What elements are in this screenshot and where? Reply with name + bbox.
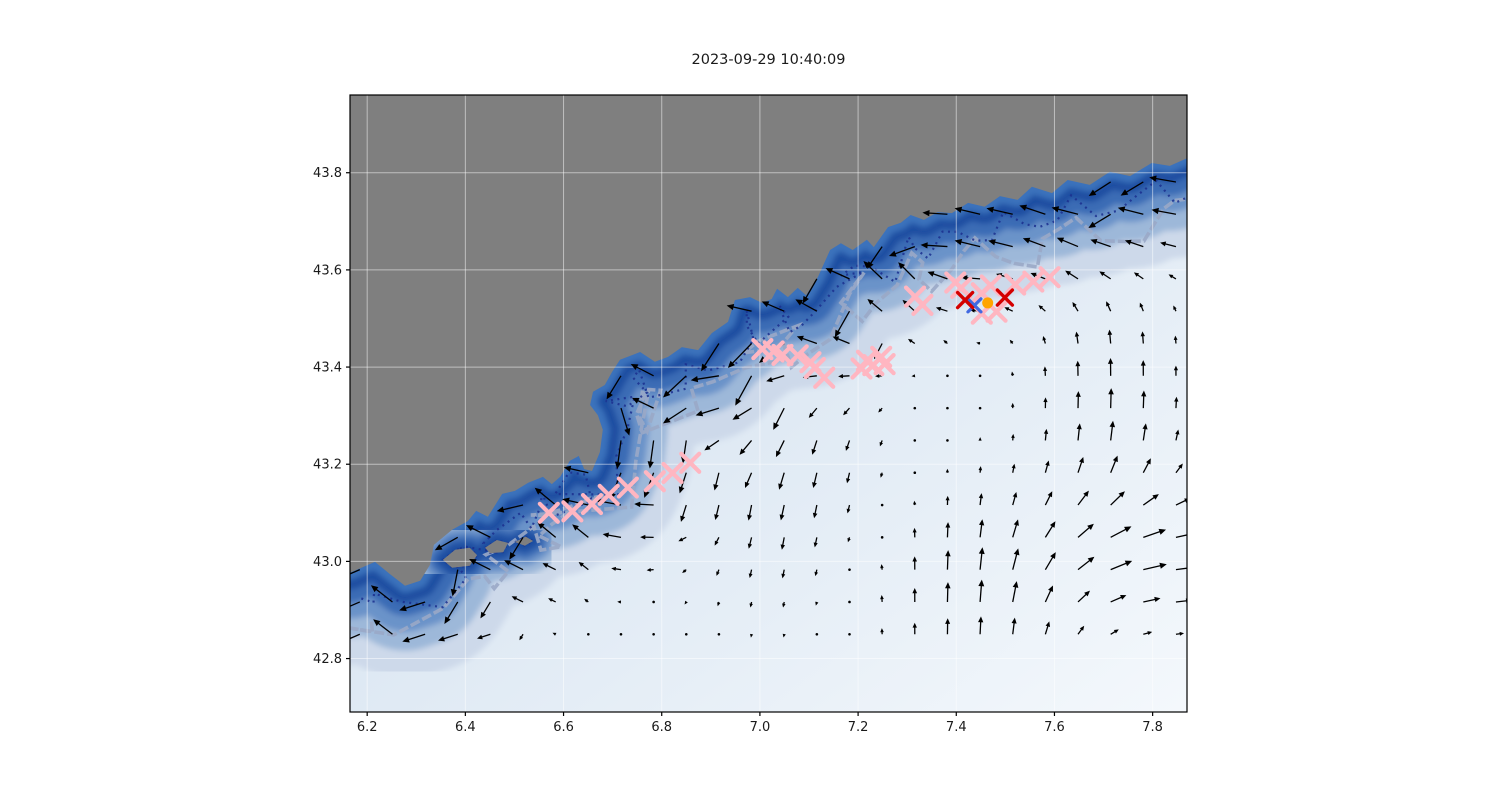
x-tick-label: 7.8 bbox=[1142, 720, 1163, 735]
axis-ticks bbox=[346, 172, 1154, 716]
x-tick-label: 7.0 bbox=[750, 720, 771, 735]
x-tick-label: 6.6 bbox=[553, 720, 574, 735]
x-tick-label: 6.4 bbox=[455, 720, 476, 735]
axes-frame bbox=[349, 94, 1188, 713]
map-layers bbox=[350, 95, 1187, 712]
contour-lavender bbox=[350, 197, 1187, 637]
contour-navy-dashed bbox=[360, 179, 1187, 609]
red-x-markers bbox=[955, 288, 1015, 310]
y-tick-label: 43.8 bbox=[313, 166, 342, 181]
y-tick-label: 43.0 bbox=[313, 555, 342, 570]
y-tick-label: 42.8 bbox=[313, 652, 342, 667]
x-tick-label: 7.2 bbox=[848, 720, 869, 735]
x-tick-label: 6.8 bbox=[651, 720, 672, 735]
x-tick-label: 7.6 bbox=[1044, 720, 1065, 735]
blue-x-marker bbox=[966, 297, 983, 314]
axis-tick-labels: 6.2 6.4 6.6 6.8 7.0 7.2 7.4 7.6 7.8 43.8 43.6 43.4 4… bbox=[313, 166, 1163, 735]
pink-x-markers bbox=[537, 266, 1061, 524]
land bbox=[350, 95, 1187, 586]
y-tick-label: 43.4 bbox=[313, 361, 342, 376]
y-tick-label: 43.2 bbox=[313, 458, 342, 473]
x-tick-label: 6.2 bbox=[357, 720, 378, 735]
y-tick-label: 43.6 bbox=[313, 263, 342, 278]
quiver-field bbox=[350, 175, 1187, 643]
x-tick-label: 7.4 bbox=[946, 720, 967, 735]
orange-dot-marker bbox=[982, 297, 994, 309]
plot-title: 2023-09-29 10:40:09 bbox=[691, 52, 846, 68]
